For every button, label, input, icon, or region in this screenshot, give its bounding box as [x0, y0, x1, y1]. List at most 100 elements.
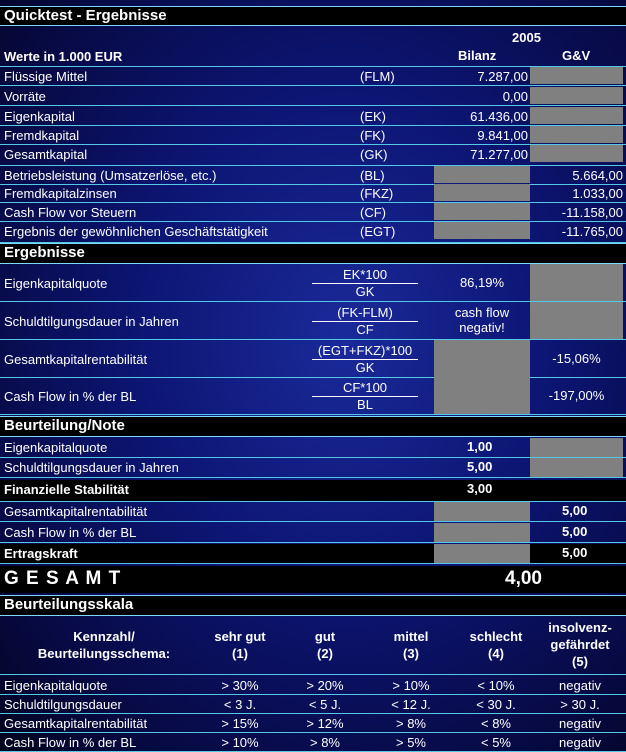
skala-header-cell: schlecht (4): [453, 628, 539, 662]
beurteilung-row: Gesamtkapitalrentabilität 5,00: [0, 502, 626, 522]
skala-value: > 30 J.: [560, 697, 600, 712]
page-title: Quicktest - Ergebnisse: [0, 6, 626, 26]
skala-row: Gesamtkapitalrentabilität > 15% > 12% > 8% <…: [0, 714, 626, 733]
skala-value: > 5%: [396, 735, 426, 750]
beurteilung-label: Schuldtilgungsdauer in Jahren: [4, 460, 179, 475]
formula-denominator: GK: [355, 360, 375, 375]
skala-header-line: (3): [403, 646, 419, 661]
gray-cell: [434, 340, 530, 377]
beurteilung-label: Cash Flow in % der BL: [4, 525, 137, 540]
input-label: Cash Flow vor Steuern: [4, 205, 137, 220]
skala-value: > 8%: [310, 735, 340, 750]
input-abbr: (FLM): [360, 69, 395, 84]
gray-cell: [530, 87, 623, 104]
gray-cell: [434, 203, 530, 220]
bilanz-value: 61.436,00: [470, 109, 528, 124]
bilanz-grade: 5,00: [467, 459, 493, 474]
skala-header-line: gefährdet: [550, 637, 610, 652]
skala-header-cell: mittel (3): [368, 628, 454, 662]
bilanz-value: 71.277,00: [470, 147, 528, 162]
skala-header-line: (5): [572, 654, 588, 669]
skala-header-cell: Kennzahl/Beurteilungsschema:: [4, 628, 204, 662]
skala-header-line: gut: [314, 629, 336, 644]
gray-cell: [530, 264, 623, 301]
gray-cell: [434, 544, 530, 563]
skala-header-line: (1): [232, 646, 248, 661]
skala-value: > 10%: [392, 678, 430, 693]
gray-cell: [530, 438, 623, 457]
ergebnis-label: Cash Flow in % der BL: [4, 389, 137, 404]
gray-cell: [434, 222, 530, 239]
beurteilung-label: Finanzielle Stabilität: [4, 482, 129, 497]
skala-value: negativ: [559, 716, 601, 731]
skala-value: > 12%: [306, 716, 344, 731]
skala-header-line: sehr gut: [214, 629, 266, 644]
gray-cell: [530, 107, 623, 124]
gray-cell: [434, 184, 530, 201]
guv-grade: 5,00: [562, 503, 588, 518]
formula-numerator: CF*100: [312, 380, 418, 397]
ergebnis-label: Eigenkapitalquote: [4, 276, 108, 291]
skala-header-line: mittel: [393, 629, 429, 644]
skala-label: Schuldtilgungsdauer: [4, 697, 122, 712]
input-abbr: (FKZ): [360, 186, 394, 201]
formula-numerator: EK*100: [312, 267, 418, 284]
skala-header-line: Beurteilungsschema:: [37, 646, 171, 661]
skala-value: > 10%: [221, 735, 259, 750]
beurteilung-row: Ertragskraft 5,00: [0, 544, 626, 564]
formula-fraction: CF*100 BL: [312, 380, 418, 412]
input-row: Betriebsleistung (Umsatzerlöse, etc.) (BL…: [0, 166, 626, 185]
beurteilung-label: Ertragskraft: [4, 546, 78, 561]
skala-value: > 20%: [306, 678, 344, 693]
guv-value: 5.664,00: [572, 168, 623, 183]
input-label: Betriebsleistung (Umsatzerlöse, etc.): [4, 168, 217, 183]
guv-value: -11.765,00: [561, 224, 623, 239]
skala-label: Eigenkapitalquote: [4, 678, 108, 693]
bilanz-grade: 1,00: [467, 439, 493, 454]
beurteilung-row: Eigenkapitalquote 1,00: [0, 438, 626, 458]
skala-row: Eigenkapitalquote > 30% > 20% > 10% < 10% neg…: [0, 676, 626, 695]
beurteilung-row: Cash Flow in % der BL 5,00: [0, 523, 626, 543]
input-abbr: (EK): [360, 109, 386, 124]
skala-value: < 5 J.: [308, 697, 342, 712]
guv-value: -15,06%: [552, 351, 601, 366]
input-label: Fremdkapitalzinsen: [4, 186, 117, 201]
input-row: Ergebnis der gewöhnlichen Geschäftstätig…: [0, 222, 626, 243]
input-row: Gesamtkapital (GK) 71.277,00: [0, 145, 626, 166]
bilanz-value: cash flow negativ!: [454, 305, 510, 335]
section-header-beurteilung: Beurteilung/Note: [0, 416, 626, 437]
skala-value: > 30%: [221, 678, 259, 693]
input-abbr: (BL): [360, 168, 385, 183]
input-label: Eigenkapital: [4, 109, 75, 124]
section-title: Beurteilung/Note: [4, 417, 125, 434]
input-abbr: (CF): [360, 205, 386, 220]
input-label: Ergebnis der gewöhnlichen Geschäftstätig…: [4, 224, 268, 239]
title-text: Quicktest - Ergebnisse: [4, 7, 167, 24]
skala-row: Cash Flow in % der BL > 10% > 8% > 5% < 5% ne…: [0, 733, 626, 752]
beurteilung-label: Eigenkapitalquote: [4, 440, 108, 455]
gray-cell: [530, 126, 623, 143]
input-row: Fremdkapital (FK) 9.841,00: [0, 126, 626, 145]
ergebnis-row: Schuldtilgungsdauer in Jahren (FK-FLM) CF c…: [0, 302, 626, 340]
year-label: 2005: [512, 30, 541, 45]
section-title: Ergebnisse: [4, 244, 85, 261]
bilanz-value: 9.841,00: [477, 128, 528, 143]
skala-row: Schuldtilgungsdauer < 3 J. < 5 J. < 12 J. < …: [0, 695, 626, 714]
input-row: Fremdkapitalzinsen (FKZ) 1.033,00: [0, 184, 626, 203]
ergebnis-row: Cash Flow in % der BL CF*100 BL -197,00%: [0, 377, 626, 415]
formula-numerator: (EGT+FKZ)*100: [312, 343, 418, 360]
unit-label: Werte in 1.000 EUR: [4, 49, 123, 64]
gray-cell: [434, 523, 530, 542]
skala-value: < 5%: [481, 735, 511, 750]
bilanz-grade: 3,00: [467, 481, 493, 496]
gesamt-label: G E S A M T: [4, 568, 122, 589]
input-label: Fremdkapital: [4, 128, 80, 143]
gesamt-row: G E S A M T 4,00: [0, 566, 626, 593]
input-abbr: (GK): [360, 147, 388, 162]
ergebnis-label: Gesamtkapitalrentabilität: [4, 352, 148, 367]
col-guv-header: G&V: [562, 48, 591, 63]
input-row: Eigenkapital (EK) 61.436,00: [0, 107, 626, 126]
ergebnis-row: Gesamtkapitalrentabilität (EGT+FKZ)*100 GK…: [0, 340, 626, 378]
bilanz-value: 86,19%: [459, 275, 505, 290]
